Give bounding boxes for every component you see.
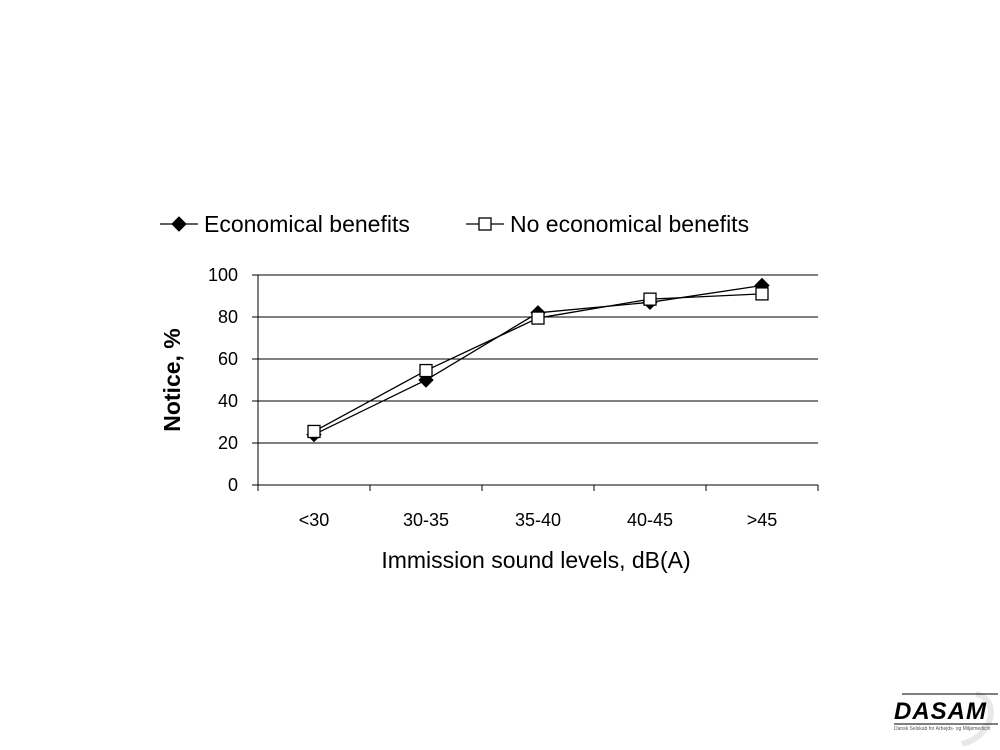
legend-label-1: No economical benefits [510, 211, 749, 237]
y-tick-label: 80 [218, 307, 238, 327]
data-point-1 [643, 292, 657, 306]
x-tick-labels: <30 30-35 35-40 40-45 >45 [299, 510, 778, 530]
y-tick-labels: 0 20 40 60 80 100 [208, 265, 238, 495]
y-tick-label: 0 [228, 475, 238, 495]
chart-axes [252, 274, 819, 491]
logo-name: DASAM [894, 698, 987, 725]
chart-legend: Economical benefits No economical benefit… [160, 211, 749, 237]
y-tick-label: 100 [208, 265, 238, 285]
y-gridlines [258, 274, 818, 444]
data-point-1 [307, 424, 321, 439]
x-axis-title: Immission sound levels, dB(A) [381, 547, 690, 573]
x-tick-label: <30 [299, 510, 330, 530]
x-tick-label: 35-40 [515, 510, 561, 530]
data-point-1 [531, 311, 545, 325]
logo-subtitle: Dansk Selskab for Arbejds- og Miljømedic… [894, 726, 991, 732]
legend-marker-0 [171, 216, 187, 232]
data-point-1 [755, 287, 769, 301]
x-tick-label: >45 [747, 510, 778, 530]
dasam-logo-icon [894, 691, 998, 746]
legend-label-0: Economical benefits [204, 211, 410, 237]
y-tick-label: 40 [218, 391, 238, 411]
x-tick-label: 30-35 [403, 510, 449, 530]
dasam-logo: DASAM Dansk Selskab for Arbejds- og Milj… [880, 690, 998, 746]
y-axis-title: Notice, % [159, 328, 185, 432]
y-tick-label: 20 [218, 433, 238, 453]
y-tick-label: 60 [218, 349, 238, 369]
data-point-1 [419, 363, 433, 378]
chart-series [306, 277, 770, 443]
legend-marker-1 [478, 217, 492, 231]
x-tick-label: 40-45 [627, 510, 673, 530]
